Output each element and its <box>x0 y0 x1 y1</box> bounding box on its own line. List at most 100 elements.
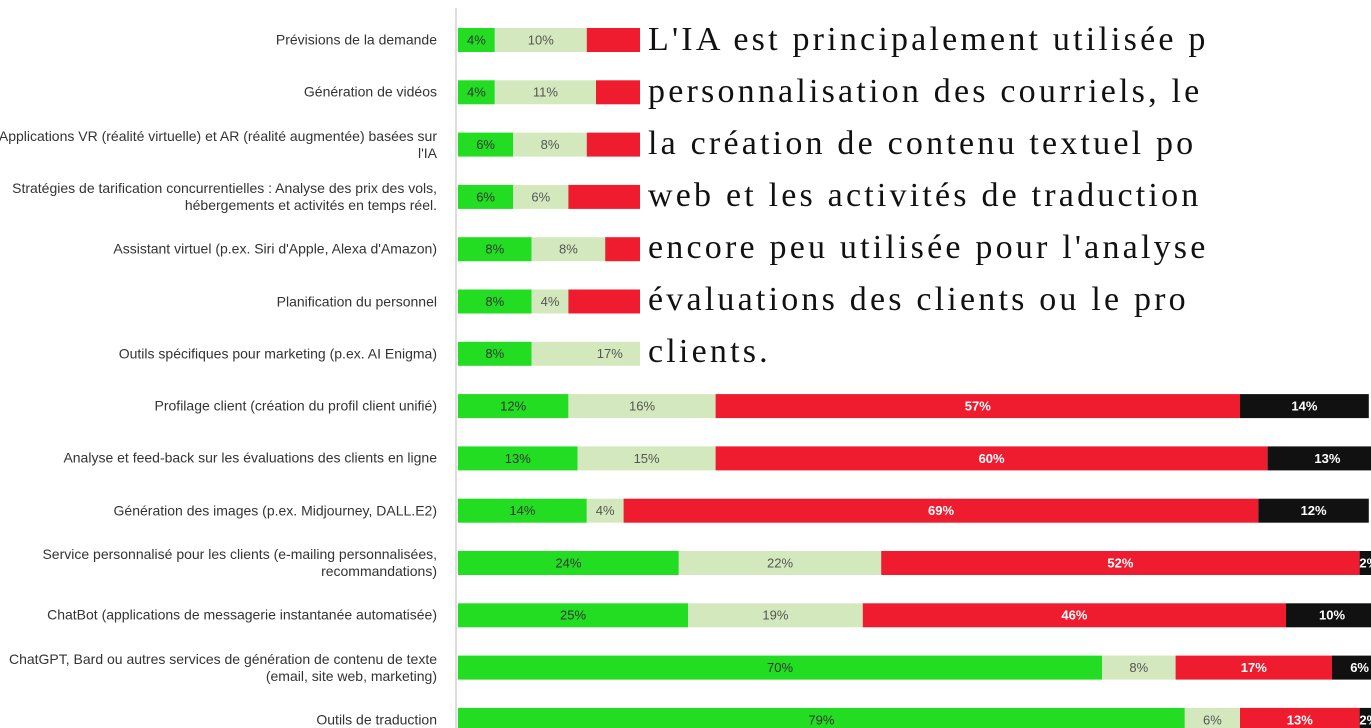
bar-segment <box>1332 655 1371 680</box>
value-label: 79% <box>808 712 834 727</box>
value-label: 15% <box>634 451 660 466</box>
category-label: Outils de traduction <box>316 711 437 728</box>
bar-segment <box>1175 655 1332 680</box>
annotation-line: encore peu utilisée pour l'analyse <box>648 229 1209 266</box>
value-label: 6% <box>531 189 550 204</box>
category-label: Analyse et feed-back sur les évaluations… <box>63 449 437 466</box>
bar-segment <box>862 603 1286 628</box>
value-label: 4% <box>467 32 486 47</box>
annotation: L'IA est principalement utilisée p person… <box>640 14 1371 376</box>
bar-segment <box>458 289 532 314</box>
category-label: Planification du personnel <box>276 293 437 309</box>
category-label: Assistant virtuel (p.ex. Siri d'Apple, A… <box>113 240 437 257</box>
value-label: 2% <box>1359 712 1371 727</box>
bar-segment <box>458 237 532 262</box>
bar-segment <box>1359 551 1371 575</box>
bar-segment <box>458 80 495 105</box>
bar-segment <box>1258 498 1369 523</box>
value-label: 17% <box>597 346 623 361</box>
bar-segment <box>688 603 863 628</box>
value-label: 8% <box>1129 660 1148 675</box>
value-label: 8% <box>559 242 578 257</box>
category-label: Profilage client (création du profil cli… <box>154 397 437 414</box>
value-label: 12% <box>1301 503 1327 518</box>
category-label: Outils spécifiques pour marketing (p.ex.… <box>118 345 437 362</box>
bar-segment <box>586 498 624 523</box>
value-label: 46% <box>1061 608 1087 623</box>
bar-segment <box>513 132 587 157</box>
bar-segment <box>531 289 569 314</box>
value-label: 14% <box>509 503 535 518</box>
value-label: 17% <box>1241 660 1267 675</box>
value-label: 16% <box>629 399 655 414</box>
category-label: Génération de vidéos <box>303 83 437 100</box>
value-label: 22% <box>767 555 793 570</box>
bar-segment <box>1359 707 1371 728</box>
annotation-line: L'IA est principalement utilisée p <box>648 21 1209 58</box>
value-label: 2% <box>1359 555 1371 570</box>
annotation-line: évaluations des clients ou le pro <box>648 281 1189 318</box>
value-label: 6% <box>1203 712 1222 727</box>
bar-segment <box>577 446 716 471</box>
value-label: 4% <box>596 503 615 518</box>
value-label: 25% <box>560 608 586 623</box>
bar-segment <box>458 707 1185 728</box>
value-label: 14% <box>1291 399 1317 414</box>
value-label: 57% <box>965 399 991 414</box>
value-label: 13% <box>1287 712 1313 727</box>
bar-segment <box>458 655 1102 680</box>
bar-segment <box>458 132 514 157</box>
value-label: 70% <box>767 660 793 675</box>
annotation-line: personnalisation des courriels, le <box>648 73 1203 110</box>
value-label: 4% <box>541 294 560 309</box>
bar-segment <box>458 446 578 471</box>
bar-segment <box>678 551 882 575</box>
bar-segment <box>1240 394 1369 419</box>
category-label: Prévisions de la demande <box>275 31 437 48</box>
annotation-line: web et les activités de traduction <box>648 177 1202 214</box>
value-label: 6% <box>476 189 495 204</box>
value-label: 10% <box>1319 608 1345 623</box>
annotation-line: la création de contenu textuel po <box>648 125 1197 162</box>
bar-segment <box>458 28 495 52</box>
bar-segment <box>458 603 688 628</box>
value-label: 4% <box>467 85 486 100</box>
value-label: 60% <box>979 451 1005 466</box>
value-label: 52% <box>1107 555 1133 570</box>
value-label: 8% <box>485 242 504 257</box>
category-label: Service personnalisé pour les clients (e… <box>42 546 437 579</box>
bar-segment <box>1267 446 1371 471</box>
bar-segment <box>1286 603 1371 628</box>
category-label: ChatBot (applications de messagerie inst… <box>47 606 437 623</box>
value-label: 13% <box>1314 451 1340 466</box>
value-label: 12% <box>500 399 526 414</box>
bar-segment <box>1240 707 1360 728</box>
bar-segment <box>458 498 587 523</box>
value-label: 19% <box>762 608 788 623</box>
bar-segment <box>568 394 716 419</box>
value-label: 69% <box>928 503 954 518</box>
bar-segment <box>623 498 1259 523</box>
value-label: 11% <box>533 85 558 100</box>
bar-segment <box>1184 707 1240 728</box>
bar-segment <box>458 394 569 419</box>
value-label: 24% <box>555 555 581 570</box>
bar-segment <box>513 184 569 209</box>
category-label: ChatGPT, Bard ou autres services de géné… <box>8 650 437 684</box>
category-label: Stratégies de tarification concurrentiel… <box>12 179 437 213</box>
value-label: 8% <box>485 294 504 309</box>
bar-segment <box>458 551 679 575</box>
value-label: 6% <box>476 137 495 152</box>
bar-segment <box>881 551 1360 575</box>
bar-segment <box>458 184 514 209</box>
annotation-line: clients. <box>648 333 771 370</box>
value-label: 10% <box>528 32 554 47</box>
value-label: 8% <box>485 346 504 361</box>
bar-segment <box>494 28 587 52</box>
category-label: Génération des images (p.ex. Midjourney,… <box>113 502 437 519</box>
value-label: 13% <box>505 451 531 466</box>
category-label: Applications VR (réalité virtuelle) et A… <box>0 127 437 161</box>
bar-segment <box>1102 655 1176 680</box>
bar-segment <box>715 446 1268 471</box>
